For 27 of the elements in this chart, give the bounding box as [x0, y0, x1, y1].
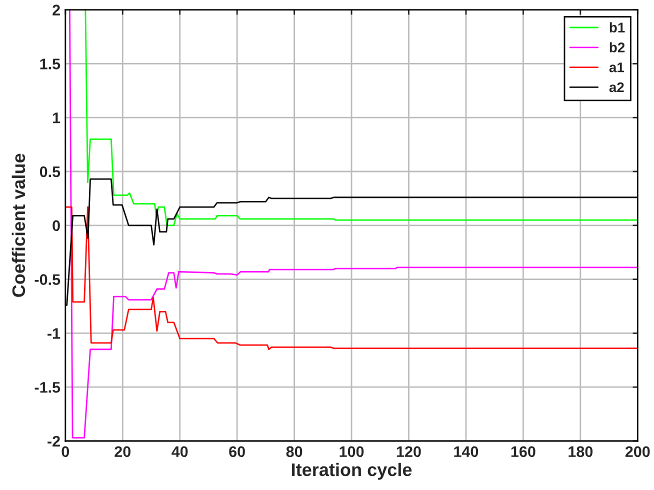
legend-label: a2	[609, 82, 624, 92]
x-tick-label: 0	[62, 446, 70, 458]
x-tick-label: 20	[114, 446, 130, 458]
x-tick-label: 160	[511, 446, 536, 458]
x-tick-label: 200	[625, 446, 650, 458]
x-tick-label: 120	[396, 446, 421, 458]
legend-label: b1	[610, 22, 625, 32]
legend-label: b2	[610, 42, 625, 52]
y-tick-label: 0.5	[40, 166, 60, 178]
x-tick-label: 60	[229, 446, 245, 458]
y-tick-label: 1.5	[40, 58, 60, 70]
y-tick-label: -1.5	[34, 382, 60, 393]
y-tick-label: 1	[53, 112, 60, 124]
legend-label: a1	[609, 62, 624, 72]
y-tick-label: -2	[48, 436, 60, 447]
y-tick-label: -1	[48, 328, 60, 339]
x-tick-label: 100	[340, 446, 364, 458]
x-tick-label: 180	[568, 446, 593, 458]
line-series	[65, 206, 638, 350]
y-tick-label: 2	[52, 4, 60, 16]
y-tick-label: -0.5	[34, 274, 60, 285]
y-tick-label: 0	[52, 220, 60, 232]
x-tick-label: 140	[454, 446, 478, 458]
y-axis-title: Coefficient value	[12, 154, 26, 297]
x-axis-title: Iteration cycle	[292, 462, 412, 480]
x-tick-label: 40	[172, 446, 188, 458]
x-tick-label: 80	[286, 446, 302, 458]
